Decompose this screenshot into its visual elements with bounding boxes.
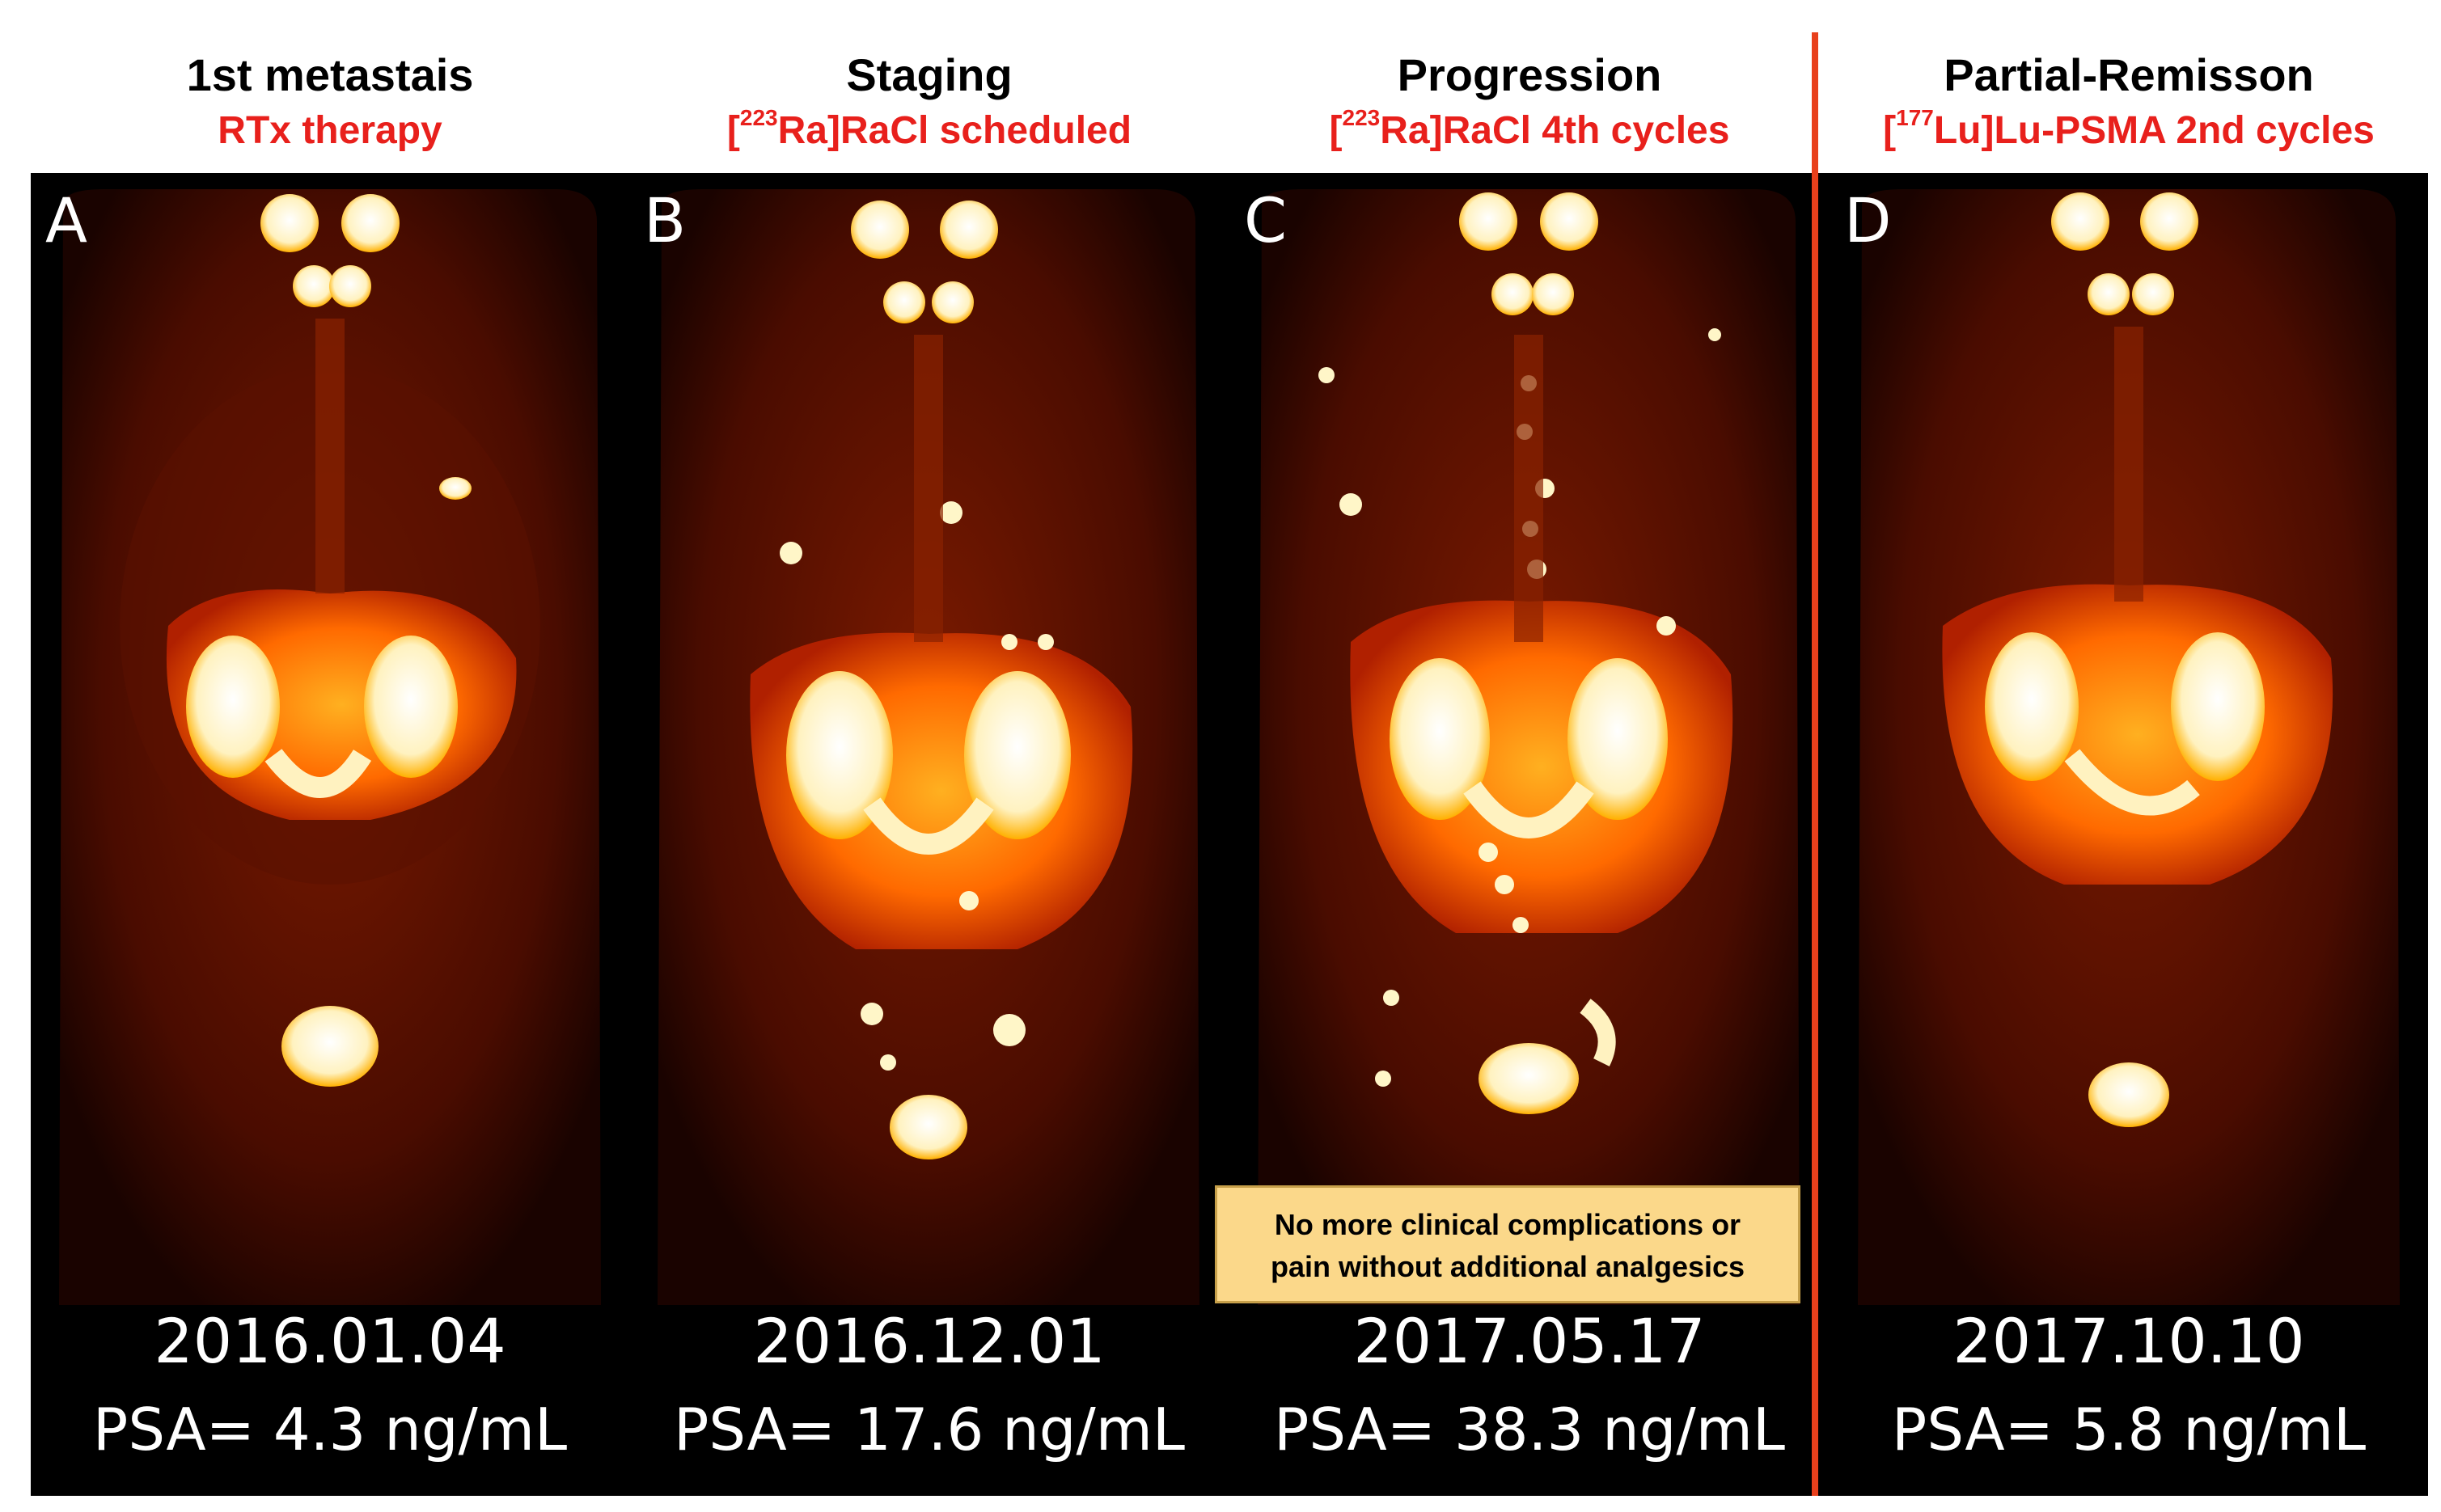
scan-date: 2017.10.10 xyxy=(1952,1305,2305,1377)
body-scan-graphic xyxy=(1858,189,2400,1305)
panel-subtitle: RTx therapy xyxy=(218,109,442,152)
timeline-divider xyxy=(1812,32,1818,1496)
panel-title: 1st metastais xyxy=(186,49,474,100)
psa-value: PSA= 38.3 ng/mL xyxy=(1274,1396,1785,1463)
panel-letter: D xyxy=(1844,184,1892,256)
body-scan-graphic xyxy=(59,189,601,1305)
panel-title: Partial-Remisson xyxy=(1944,49,2314,100)
panel-title: Progression xyxy=(1397,49,1662,100)
clinical-note-box: No more clinical complications or pain w… xyxy=(1215,1185,1800,1303)
scan-date: 2016.01.04 xyxy=(154,1305,506,1377)
panel-subtitle: [223Ra]RaCl 4th cycles xyxy=(1329,105,1730,153)
body-scan-graphic xyxy=(1258,189,1800,1305)
pet-scan-image: A 2016.01.04 PSA= 4.3 ng/mL xyxy=(31,173,629,1496)
panel-title: Staging xyxy=(846,49,1013,100)
panel-letter: C xyxy=(1244,184,1288,256)
psa-value: PSA= 17.6 ng/mL xyxy=(674,1396,1185,1463)
note-line-1: No more clinical complications or xyxy=(1274,1208,1741,1241)
pet-scan-image: D 2017.10.10 PSA= 5.8 ng/mL xyxy=(1830,173,2428,1496)
panel-subtitle: [177Lu]Lu-PSMA 2nd cycles xyxy=(1883,105,2375,153)
panel-d: Partial-Remisson [177Lu]Lu-PSMA 2nd cycl… xyxy=(1830,0,2428,1512)
panel-b: Staging [223Ra]RaCl scheduled xyxy=(629,0,1229,1512)
pet-scan-image: B 2016.12.01 PSA= 17.6 ng/mL xyxy=(629,173,1229,1496)
scan-date: 2016.12.01 xyxy=(753,1305,1106,1377)
panel-letter: A xyxy=(45,184,87,256)
panel-subtitle: [223Ra]RaCl scheduled xyxy=(726,105,1132,153)
psa-value: PSA= 4.3 ng/mL xyxy=(92,1396,568,1463)
scan-date: 2017.05.17 xyxy=(1353,1305,1706,1377)
body-scan-graphic xyxy=(658,189,1199,1305)
psa-value: PSA= 5.8 ng/mL xyxy=(1891,1396,2367,1463)
panel-letter: B xyxy=(644,184,687,256)
panel-a: 1st metastais RTx therapy xyxy=(31,0,629,1512)
note-line-2: pain without additional analgesics xyxy=(1270,1250,1745,1283)
